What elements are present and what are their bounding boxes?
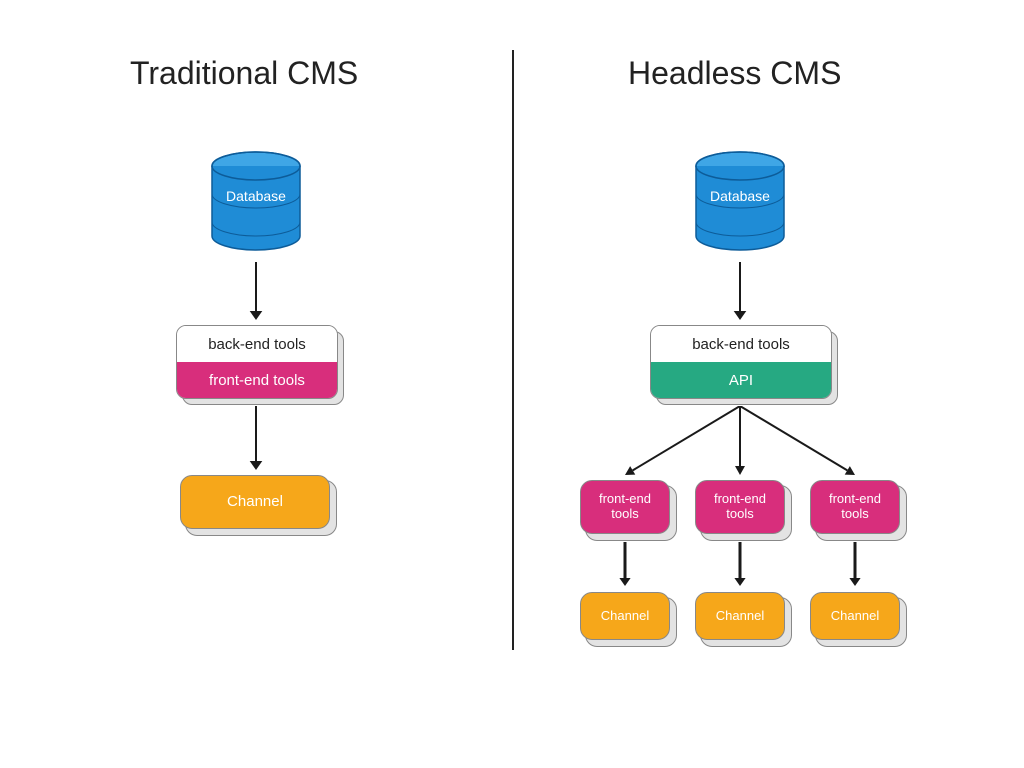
right-arrow-db-to-tools <box>731 262 749 320</box>
right-frontend-box-2: front-end tools <box>810 480 900 534</box>
right-channel-box-1: Channel <box>695 592 785 640</box>
left-heading: Traditional CMS <box>130 55 358 92</box>
right-frontend-box-2-label: front-end tools <box>810 480 900 534</box>
left-channel-label: Channel <box>180 475 330 529</box>
diagram-canvas: Traditional CMS Database back-end tools … <box>0 0 1024 768</box>
right-frontend-box-1-label: front-end tools <box>695 480 785 534</box>
right-arrow-to-channel-0 <box>617 542 633 586</box>
right-channel-box-0-label: Channel <box>580 592 670 640</box>
left-tools-card: back-end tools front-end tools <box>176 325 336 397</box>
right-fan-arrows <box>613 406 867 477</box>
right-database-icon: Database <box>694 150 786 260</box>
right-arrow-to-channel-1 <box>732 542 748 586</box>
right-api-label: API <box>651 362 831 398</box>
left-backend-label: back-end tools <box>177 326 337 362</box>
right-arrow-to-channel-2 <box>847 542 863 586</box>
left-arrow-tools-to-channel <box>247 406 265 470</box>
right-frontend-box-1: front-end tools <box>695 480 785 534</box>
right-channel-box-2-label: Channel <box>810 592 900 640</box>
right-frontend-box-0: front-end tools <box>580 480 670 534</box>
right-channel-box-1-label: Channel <box>695 592 785 640</box>
right-frontend-box-0-label: front-end tools <box>580 480 670 534</box>
right-backend-label: back-end tools <box>651 326 831 362</box>
right-database-label: Database <box>694 188 786 204</box>
left-arrow-db-to-tools <box>247 262 265 320</box>
left-frontend-label: front-end tools <box>177 362 337 398</box>
center-divider <box>512 50 514 650</box>
right-channel-box-2: Channel <box>810 592 900 640</box>
right-heading: Headless CMS <box>628 55 841 92</box>
left-database-label: Database <box>210 188 302 204</box>
left-channel-box: Channel <box>180 475 330 529</box>
left-database-icon: Database <box>210 150 302 260</box>
right-channel-box-0: Channel <box>580 592 670 640</box>
right-tools-card: back-end tools API <box>650 325 830 397</box>
